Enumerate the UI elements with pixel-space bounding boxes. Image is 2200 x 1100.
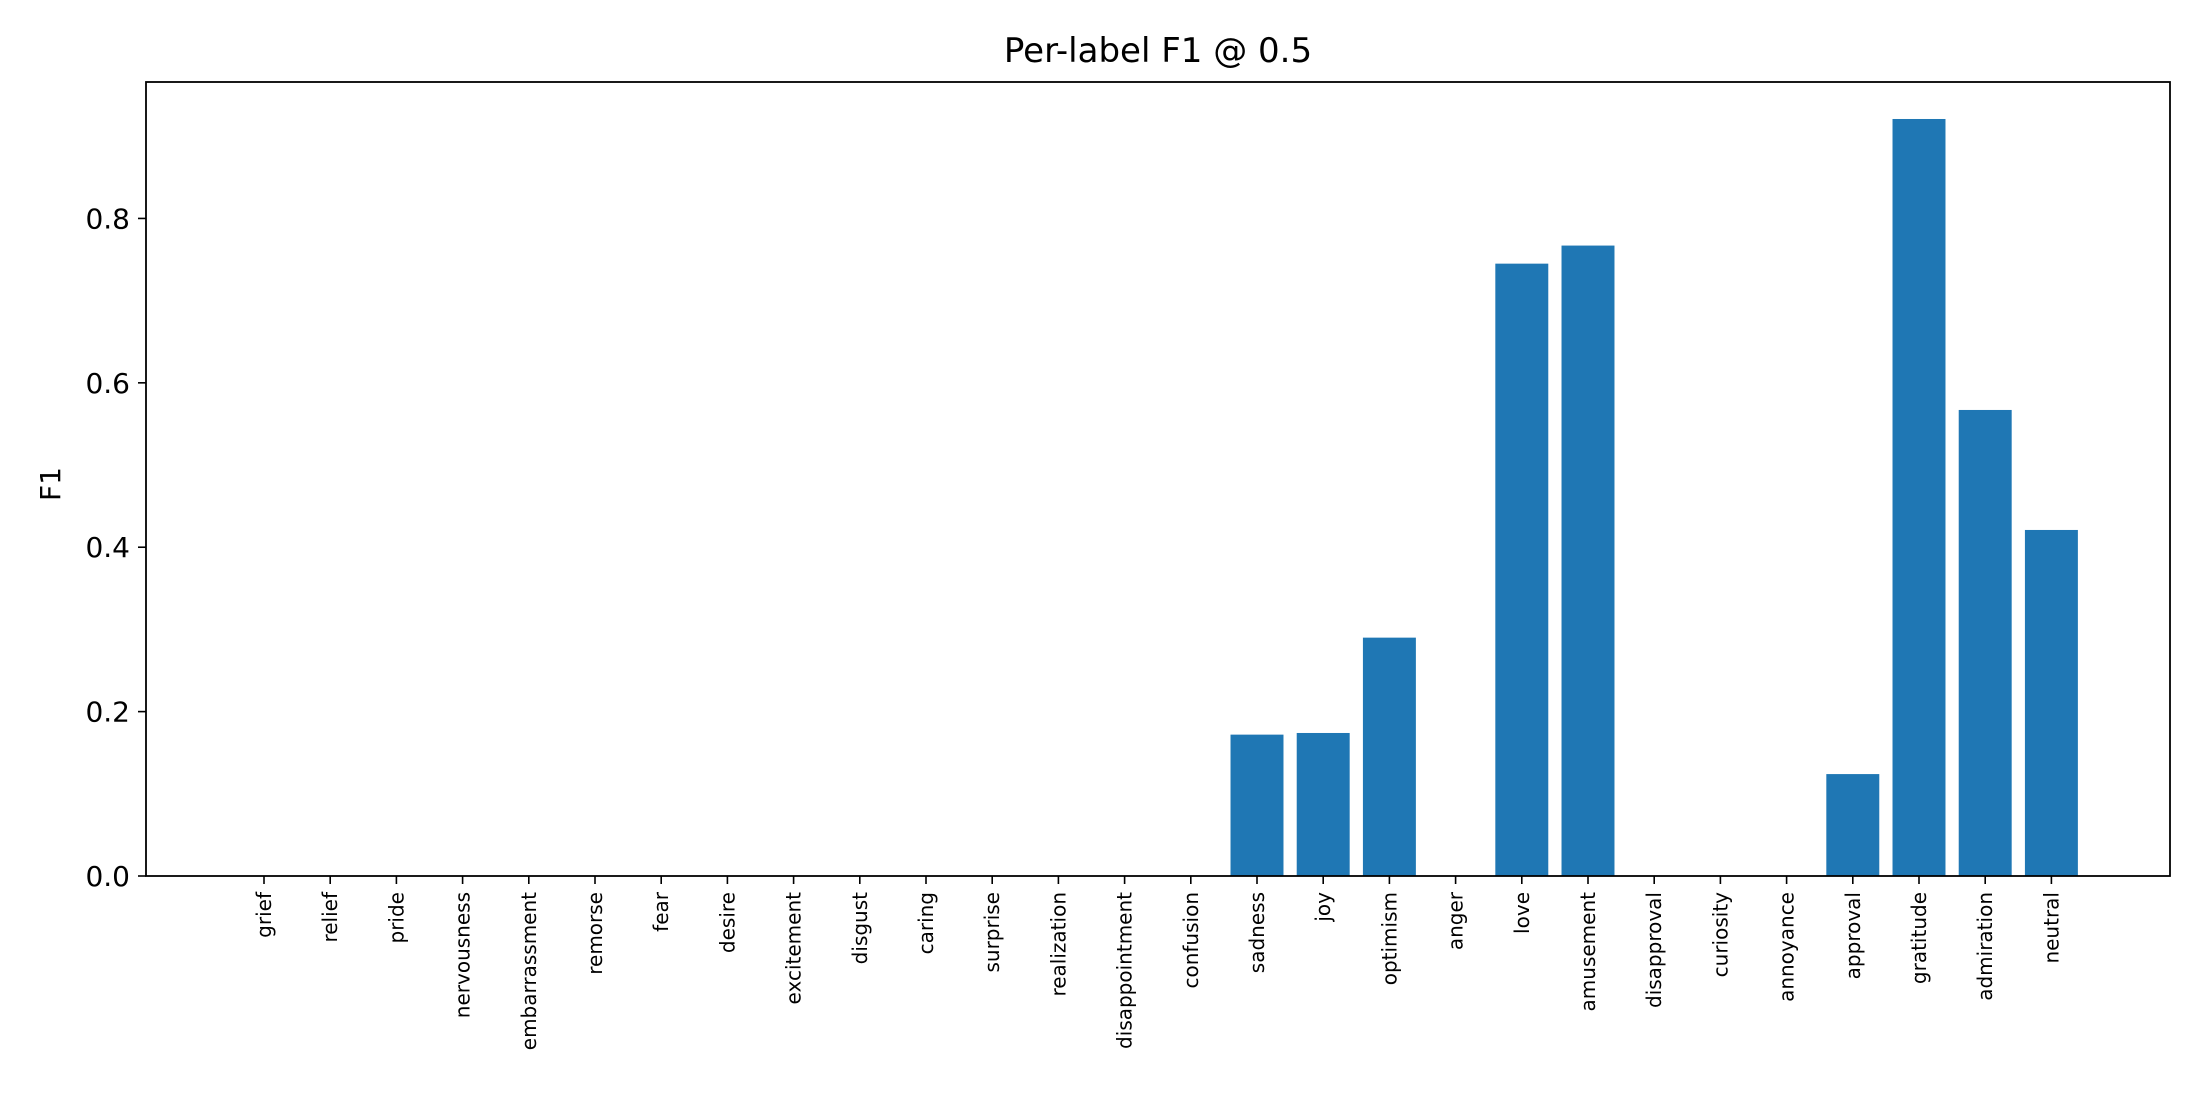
bar-optimism [1362, 637, 1416, 876]
x-axis-ticks: grief relief pride nervousness embarrassment… [252, 876, 2063, 1050]
x-tick-label: relief [318, 891, 342, 943]
y-tick-label: 0.2 [85, 696, 130, 729]
x-tick-label: remorse [583, 892, 607, 975]
x-tick-label: excitement [782, 892, 806, 1005]
y-tick-label: 0.6 [85, 367, 130, 400]
y-axis-label: F1 [34, 467, 67, 501]
x-tick-label: anger [1444, 891, 1468, 950]
x-tick-label: admiration [1973, 892, 1997, 1001]
x-tick-label: optimism [1377, 892, 1401, 985]
x-tick-label: annoyance [1775, 892, 1799, 1002]
x-tick-label: pride [384, 892, 408, 943]
bar-sadness [1230, 734, 1284, 876]
x-tick-label: disgust [848, 892, 872, 964]
x-tick-label: joy [1311, 892, 1335, 923]
bar-neutral [2024, 529, 2078, 876]
x-tick-label: gratitude [1907, 892, 1931, 984]
bar-joy [1296, 732, 1350, 876]
chart-title: Per-label F1 @ 0.5 [1004, 31, 1312, 71]
x-tick-label: amusement [1576, 892, 1600, 1012]
bar-love [1495, 263, 1549, 876]
x-tick-label: confusion [1179, 892, 1203, 989]
bar-admiration [1958, 409, 2012, 876]
x-tick-label: embarrassment [517, 892, 541, 1050]
y-axis-ticks: 0.0 0.2 0.4 0.6 0.8 [85, 202, 146, 893]
x-tick-label: curiosity [1708, 892, 1732, 978]
x-tick-label: love [1510, 892, 1534, 934]
x-tick-label: nervousness [451, 892, 475, 1018]
x-tick-label: fear [649, 891, 673, 932]
y-tick-label: 0.0 [85, 860, 130, 893]
x-tick-label: disapproval [1642, 892, 1666, 1008]
bar-gratitude [1892, 118, 1946, 877]
x-tick-label: approval [1841, 892, 1865, 979]
x-tick-label: disappointment [1113, 892, 1137, 1049]
x-tick-label: realization [1046, 892, 1070, 997]
x-tick-label: caring [914, 892, 938, 954]
x-tick-label: neutral [2039, 892, 2063, 964]
y-tick-label: 0.8 [85, 202, 130, 235]
x-tick-label: surprise [980, 892, 1004, 973]
x-tick-label: desire [715, 892, 739, 953]
y-tick-label: 0.4 [85, 531, 130, 564]
plot-area-frame [145, 81, 2171, 877]
bars-group [1230, 118, 2078, 877]
bar-approval [1826, 774, 1880, 876]
x-tick-label: sadness [1245, 892, 1269, 973]
bar-amusement [1561, 245, 1615, 876]
x-tick-label: grief [252, 891, 276, 938]
